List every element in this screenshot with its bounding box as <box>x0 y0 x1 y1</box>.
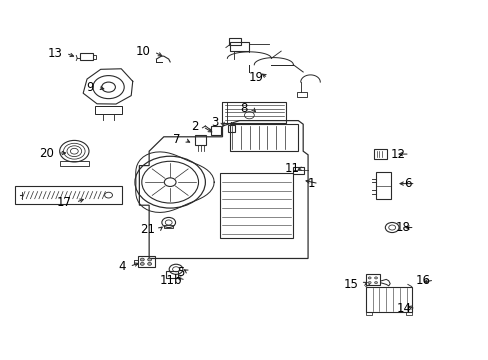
Circle shape <box>374 277 377 279</box>
Bar <box>405 312 411 315</box>
Bar <box>365 287 411 312</box>
Bar <box>229 42 249 51</box>
Bar <box>297 92 306 97</box>
Bar <box>365 274 380 285</box>
Text: 21: 21 <box>140 223 155 236</box>
Bar <box>373 149 386 159</box>
Text: 7: 7 <box>173 133 181 146</box>
Circle shape <box>367 282 370 284</box>
Text: 10: 10 <box>135 45 150 58</box>
Circle shape <box>140 262 144 265</box>
Bar <box>95 106 122 114</box>
Bar <box>164 225 173 228</box>
Bar <box>222 102 285 123</box>
Text: 19: 19 <box>248 71 264 84</box>
Bar <box>166 271 178 278</box>
Text: 20: 20 <box>39 147 54 159</box>
Text: 3: 3 <box>211 116 218 129</box>
Bar <box>80 53 93 60</box>
Text: 11: 11 <box>284 162 299 175</box>
Circle shape <box>147 258 151 261</box>
Circle shape <box>140 258 144 261</box>
Circle shape <box>367 277 370 279</box>
Bar <box>222 102 227 123</box>
Text: 5: 5 <box>177 266 184 279</box>
Bar <box>194 135 206 145</box>
Text: 8: 8 <box>240 102 247 114</box>
Text: 12: 12 <box>390 148 405 161</box>
Circle shape <box>374 282 377 284</box>
Text: 11b: 11b <box>159 274 182 287</box>
Text: 4: 4 <box>118 260 125 273</box>
Bar <box>15 186 122 204</box>
Text: 2: 2 <box>191 120 199 133</box>
Bar <box>228 38 240 45</box>
Text: 9: 9 <box>86 81 94 94</box>
Text: 16: 16 <box>414 274 429 287</box>
Text: 14: 14 <box>396 302 411 315</box>
Bar <box>365 312 371 315</box>
Text: 18: 18 <box>395 221 410 234</box>
Text: 13: 13 <box>47 47 62 60</box>
Bar <box>211 126 221 135</box>
Text: 17: 17 <box>57 196 72 209</box>
Bar <box>227 125 234 132</box>
Bar <box>293 167 304 174</box>
Bar <box>220 173 293 238</box>
Text: 1: 1 <box>307 177 314 190</box>
Bar <box>138 256 154 267</box>
Bar <box>60 161 89 166</box>
Circle shape <box>147 262 151 265</box>
Bar <box>375 172 390 199</box>
Bar <box>229 124 298 151</box>
Text: 15: 15 <box>344 278 358 291</box>
Bar <box>93 55 96 59</box>
Text: 6: 6 <box>404 177 411 190</box>
